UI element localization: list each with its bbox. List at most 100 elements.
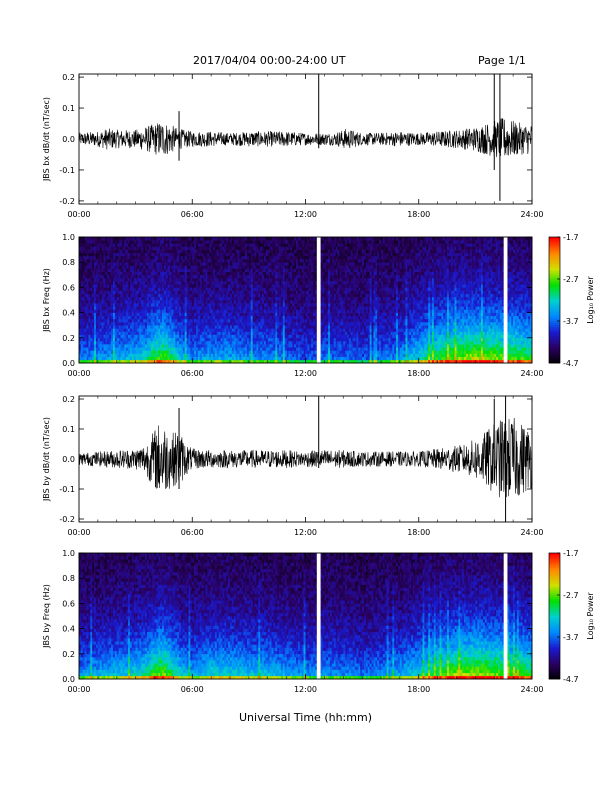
spectrogram-cell — [296, 325, 299, 329]
spectrogram-cell — [243, 315, 246, 320]
spectrogram-cell — [288, 347, 291, 351]
spectrogram-cell — [256, 344, 259, 348]
spectrogram-cell — [288, 243, 291, 247]
spectrogram-cell — [180, 252, 184, 257]
spectrogram-cell — [146, 325, 150, 329]
spectrogram-cell — [275, 268, 278, 272]
spectrogram-cell — [199, 356, 202, 361]
spectrogram-cell — [307, 262, 310, 266]
spectrogram-cell — [79, 281, 82, 285]
spectrogram-cell — [122, 237, 125, 241]
spectrogram-cell — [82, 274, 85, 279]
spectrogram-cell — [122, 246, 125, 250]
spectrogram-cell — [165, 303, 169, 307]
spectrogram-cell — [231, 331, 235, 335]
spectrogram-cell — [92, 252, 95, 257]
spectrogram-cell — [226, 322, 229, 326]
spectrogram-cell — [145, 255, 148, 260]
spectrogram-cell — [154, 268, 157, 272]
spectrogram-cell — [297, 347, 301, 351]
spectrogram-cell — [114, 240, 118, 244]
spectrogram-cell — [128, 309, 131, 313]
spectrogram-cell — [203, 281, 206, 285]
spectrogram-cell — [94, 328, 97, 332]
spectrogram-cell — [218, 262, 221, 266]
spectrogram-cell — [286, 271, 289, 276]
spectrogram-cell — [265, 353, 269, 357]
spectrogram-cell — [271, 240, 274, 244]
spectrogram-cell — [192, 337, 195, 342]
spectrogram-cell — [297, 265, 301, 269]
spectrogram-cell — [246, 249, 250, 254]
spectrogram-cell — [222, 328, 225, 332]
spectrogram-cell — [167, 322, 170, 326]
spectrogram-cell — [194, 344, 197, 348]
y-tick-label: -0.2 — [59, 197, 75, 206]
spectrogram-cell — [296, 268, 299, 272]
spectrogram-cell — [262, 243, 265, 247]
spectrogram-cell — [190, 290, 193, 294]
spectrogram-cell — [186, 249, 189, 254]
spectrogram-cell — [82, 246, 85, 250]
spectrogram-cell — [260, 306, 263, 310]
spectrogram-cell — [241, 246, 244, 250]
spectrogram-cell — [141, 359, 144, 364]
spectrogram-cell — [84, 265, 87, 269]
spectrogram-cell — [258, 318, 261, 323]
spectrogram-cell — [165, 331, 169, 335]
spectrogram-cell — [246, 315, 250, 320]
spectrogram-cell — [160, 246, 163, 250]
spectrogram-cell — [228, 255, 231, 260]
spectrogram-cell — [222, 259, 225, 263]
spectrogram-cell — [148, 322, 152, 326]
spectrogram-cell — [101, 356, 104, 361]
spectrogram-cell — [122, 281, 125, 285]
spectrogram-cell — [222, 284, 225, 288]
spectrogram-cell — [95, 312, 99, 317]
spectrogram-cell — [282, 325, 286, 329]
spectrogram-cell — [90, 296, 93, 301]
spectrogram-cell — [148, 259, 152, 263]
spectrogram-cell — [196, 249, 199, 254]
spectrogram-cell — [177, 274, 180, 279]
spectrogram-cell — [205, 237, 208, 241]
spectrogram-cell — [118, 259, 121, 263]
spectrogram-cell — [275, 334, 278, 339]
spectrogram-cell — [146, 312, 150, 317]
spectrogram-cell — [79, 312, 82, 317]
spectrogram-cell — [177, 255, 180, 260]
spectrogram-cell — [228, 328, 231, 332]
spectrogram-cell — [120, 281, 123, 285]
spectrogram-cell — [282, 284, 286, 288]
spectrogram-cell — [228, 243, 231, 247]
spectrogram-cell — [303, 274, 306, 279]
spectrogram-cell — [262, 356, 265, 361]
spectrogram-cell — [263, 287, 267, 291]
spectrogram-cell — [226, 331, 229, 335]
spectrogram-cell — [309, 274, 312, 279]
spectrogram-cell — [88, 334, 91, 339]
spectrogram-cell — [86, 290, 89, 294]
spectrogram-cell — [275, 328, 278, 332]
spectrogram-cell — [209, 284, 212, 288]
spectrogram-cell — [158, 328, 161, 332]
spectrogram-cell — [243, 277, 246, 282]
spectrogram-cell — [112, 249, 116, 254]
spectrogram-cell — [169, 252, 172, 257]
spectrogram-cell — [82, 344, 85, 348]
spectrogram-cell — [179, 281, 182, 285]
spectrogram-cell — [288, 281, 291, 285]
spectrogram-cell — [103, 268, 106, 272]
spectrogram-cell — [218, 322, 221, 326]
spectrogram-cell — [237, 268, 240, 272]
spectrogram-cell — [143, 325, 146, 329]
spectrogram-cell — [145, 309, 148, 313]
spectrogram-cell — [275, 262, 278, 266]
spectrogram-cell — [222, 268, 225, 272]
spectrogram-cell — [262, 296, 265, 301]
spectrogram-cell — [107, 255, 110, 260]
spectrogram-cell — [148, 265, 152, 269]
spectrogram-cell — [88, 337, 91, 342]
spectrogram-cell — [175, 262, 178, 266]
spectrogram-cell — [84, 262, 87, 266]
